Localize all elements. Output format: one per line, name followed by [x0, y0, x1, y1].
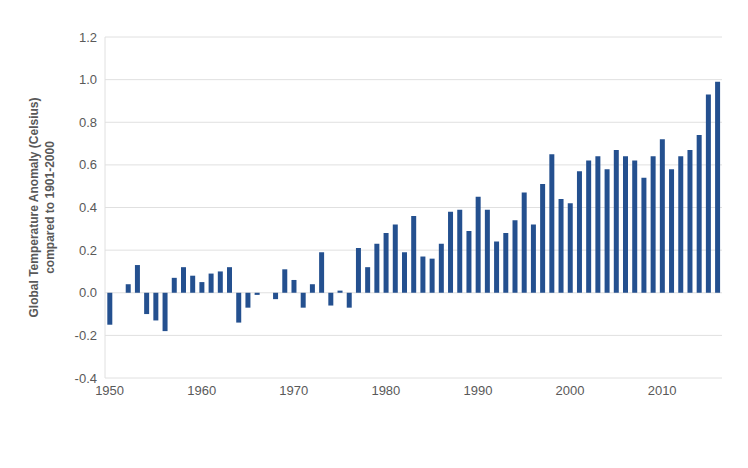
svg-text:1960: 1960	[187, 383, 216, 398]
svg-text:1990: 1990	[464, 383, 493, 398]
svg-text:0.2: 0.2	[79, 243, 97, 258]
svg-text:0.6: 0.6	[79, 157, 97, 172]
svg-text:1950: 1950	[95, 383, 124, 398]
svg-text:0.8: 0.8	[79, 115, 97, 130]
svg-text:0.4: 0.4	[79, 200, 97, 215]
svg-text:1970: 1970	[279, 383, 308, 398]
svg-text:0.0: 0.0	[79, 285, 97, 300]
svg-text:1.0: 1.0	[79, 72, 97, 87]
svg-text:2000: 2000	[556, 383, 585, 398]
svg-text:2010: 2010	[648, 383, 677, 398]
svg-text:Global Temperature Anomaly (Ce: Global Temperature Anomaly (Celsius)comp…	[27, 97, 57, 317]
svg-text:1980: 1980	[371, 383, 400, 398]
svg-text:-0.4: -0.4	[75, 371, 97, 386]
svg-text:-0.2: -0.2	[75, 328, 97, 343]
svg-text:1.2: 1.2	[79, 30, 97, 45]
